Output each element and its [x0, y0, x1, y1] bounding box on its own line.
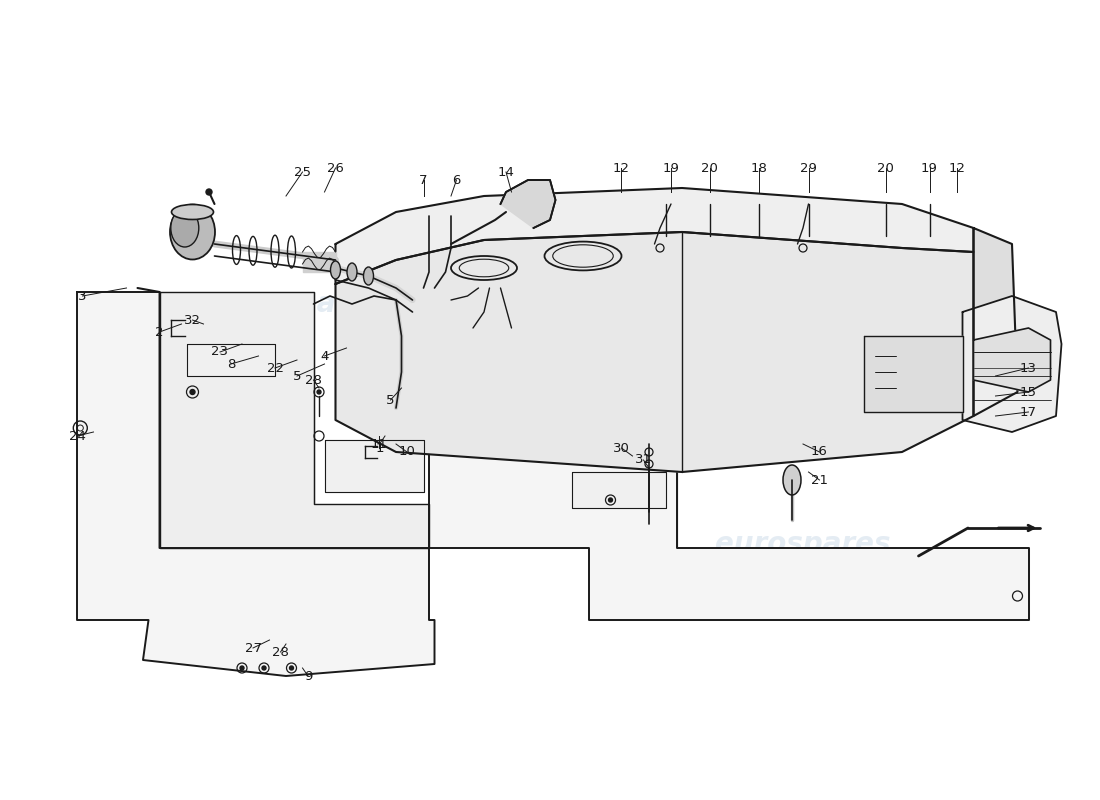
- Text: 12: 12: [948, 162, 966, 174]
- Text: 17: 17: [1020, 406, 1037, 418]
- Text: 28: 28: [272, 646, 289, 658]
- Polygon shape: [864, 336, 962, 412]
- Polygon shape: [336, 232, 974, 472]
- Text: 19: 19: [662, 162, 680, 174]
- Text: eurospares: eurospares: [715, 530, 891, 558]
- Text: eurospares: eurospares: [209, 290, 385, 318]
- Text: 7: 7: [419, 174, 428, 186]
- Text: 19: 19: [921, 162, 938, 174]
- Text: 30: 30: [613, 442, 630, 454]
- Text: 3: 3: [78, 290, 87, 302]
- Text: 13: 13: [1020, 362, 1037, 374]
- Ellipse shape: [783, 465, 801, 495]
- Ellipse shape: [363, 267, 374, 285]
- Text: 27: 27: [244, 642, 262, 654]
- Text: 11: 11: [371, 438, 388, 450]
- Text: 4: 4: [320, 350, 329, 362]
- Text: 26: 26: [327, 162, 344, 174]
- Polygon shape: [429, 440, 1028, 620]
- Text: 6: 6: [452, 174, 461, 186]
- Text: 20: 20: [701, 162, 718, 174]
- Text: 20: 20: [877, 162, 894, 174]
- Text: 16: 16: [811, 446, 828, 458]
- Circle shape: [240, 666, 244, 670]
- Text: 1: 1: [375, 442, 384, 454]
- Text: 2: 2: [155, 326, 164, 338]
- Text: 32: 32: [184, 314, 201, 326]
- Text: eurospares: eurospares: [715, 290, 891, 318]
- Circle shape: [206, 189, 212, 195]
- Polygon shape: [77, 292, 434, 676]
- Circle shape: [317, 390, 321, 394]
- Text: 24: 24: [68, 430, 86, 442]
- Text: eurospares: eurospares: [209, 530, 385, 558]
- Text: 5: 5: [293, 370, 301, 382]
- Polygon shape: [324, 440, 424, 492]
- Text: 10: 10: [398, 446, 416, 458]
- Ellipse shape: [170, 205, 214, 259]
- Polygon shape: [160, 292, 429, 548]
- Text: 15: 15: [1020, 386, 1037, 398]
- Text: 25: 25: [294, 166, 311, 178]
- Circle shape: [289, 666, 294, 670]
- Text: 8: 8: [227, 358, 235, 370]
- Text: 31: 31: [635, 454, 652, 466]
- Text: 28: 28: [305, 374, 322, 386]
- Text: 14: 14: [497, 166, 515, 178]
- Text: 21: 21: [811, 474, 828, 486]
- Text: 9: 9: [304, 670, 312, 682]
- Text: 22: 22: [266, 362, 284, 374]
- Text: 5: 5: [386, 394, 395, 406]
- Polygon shape: [974, 228, 1018, 416]
- Circle shape: [190, 390, 195, 394]
- Text: 23: 23: [211, 346, 229, 358]
- Polygon shape: [974, 328, 1050, 392]
- Ellipse shape: [330, 261, 341, 279]
- Polygon shape: [962, 296, 1062, 432]
- Polygon shape: [336, 188, 974, 284]
- Text: 29: 29: [800, 162, 817, 174]
- Text: 12: 12: [613, 162, 630, 174]
- Polygon shape: [187, 344, 275, 376]
- Ellipse shape: [170, 209, 199, 247]
- Ellipse shape: [172, 205, 213, 219]
- Ellipse shape: [346, 263, 358, 281]
- Polygon shape: [572, 472, 666, 508]
- Circle shape: [608, 498, 613, 502]
- Circle shape: [262, 666, 266, 670]
- Polygon shape: [500, 180, 556, 228]
- Text: 18: 18: [750, 162, 768, 174]
